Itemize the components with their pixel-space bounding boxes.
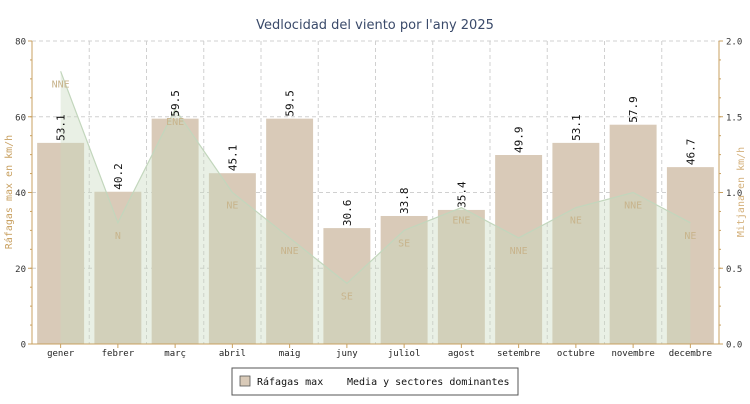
bar [437,209,485,344]
legend-label-area: Media y sectores dominantes [347,377,510,388]
bar [94,191,142,344]
legend-box [231,367,519,396]
bar [666,167,714,344]
x-tick-label: agost [448,349,475,359]
y-tick-label: 80 [15,38,26,48]
bar-value-label: 53.1 [570,114,583,141]
sector-label: NNE [281,246,299,257]
sector-label: NNE [624,201,642,212]
bar-value-label: 57.9 [627,96,640,123]
bar-value-label: 53.1 [55,114,68,141]
legend-swatch-bars [239,375,251,387]
y-axis-label: Ráfagas max en km/h [3,135,15,249]
bar [37,142,85,344]
x-tick-label: abril [219,349,246,359]
sector-label: NNE [510,246,528,257]
x-tick-label: gener [47,349,75,359]
area-layer [60,71,691,345]
bar-value-label: 30.6 [341,200,354,227]
x-tick-label: març [164,349,186,359]
x-tick-label: febrer [102,349,135,359]
y2-tick-label: 0.5 [726,265,742,275]
bar [552,142,600,344]
y-tick-label: 60 [15,113,26,123]
y-tick-label: 20 [15,265,26,275]
x-tick-label: novembre [611,349,654,359]
y2-tick-label: 1.0 [726,189,742,199]
bar [380,215,428,344]
chart-title: Vedlocidad del viento por l'any 2025 [256,18,494,33]
x-tick-label: decembre [669,349,712,359]
y-tick-label: 0 [21,341,26,351]
sector-label: NE [226,201,238,212]
y2-tick-label: 2.0 [726,38,742,48]
sector-label: NE [684,231,696,242]
sector-label: N [115,231,121,242]
area-line [60,71,691,285]
y2-tick-label: 1.5 [726,113,742,123]
x-tick-label: octubre [557,349,595,359]
x-tick-label: juliol [388,349,421,359]
bar-value-label: 59.5 [169,90,182,117]
x-tick-label: maig [279,349,301,359]
sector-label: SE [341,291,353,302]
y2-axis-label: Mitjana en km/h [736,147,747,237]
area-fill [60,71,691,345]
x-tick-label: juny [336,349,358,359]
bar-layer [37,118,714,344]
x-tick-label: setembre [497,349,540,359]
legend: Ráfagas max Media y sectores dominantes [231,367,519,396]
grid-layer [32,40,719,344]
bar-value-label: 45.1 [226,145,239,172]
bar-value-label: 40.2 [112,163,125,190]
y-tick-label: 40 [15,189,26,199]
bar-value-label: 49.9 [513,127,526,154]
bar-value-label: 46.7 [684,139,697,166]
bar [151,118,199,344]
bar-value-label: 33.8 [398,187,411,214]
sector-label: ENE [166,117,184,128]
sector-label: ENE [452,216,470,227]
bar [266,118,314,344]
legend-label-bars: Ráfagas max [257,376,323,388]
bar [323,228,371,344]
sector-label: SE [398,238,410,249]
label-layer: NNENENENENNESESEENENNENENNENE53.140.259.… [52,79,698,302]
bar [208,173,256,344]
sector-label: NE [570,216,582,227]
y2-tick-label: 0.0 [726,341,742,351]
bar [609,124,657,344]
bar-value-label: 59.5 [284,90,297,117]
sector-label: NNE [52,79,70,90]
axis-layer: 0 20 40 60 80 0.0 0.5 1.0 1.5 2.0 gener febrer març a… [15,38,742,360]
bar-value-label: 35.4 [455,181,468,208]
bar [495,155,543,344]
